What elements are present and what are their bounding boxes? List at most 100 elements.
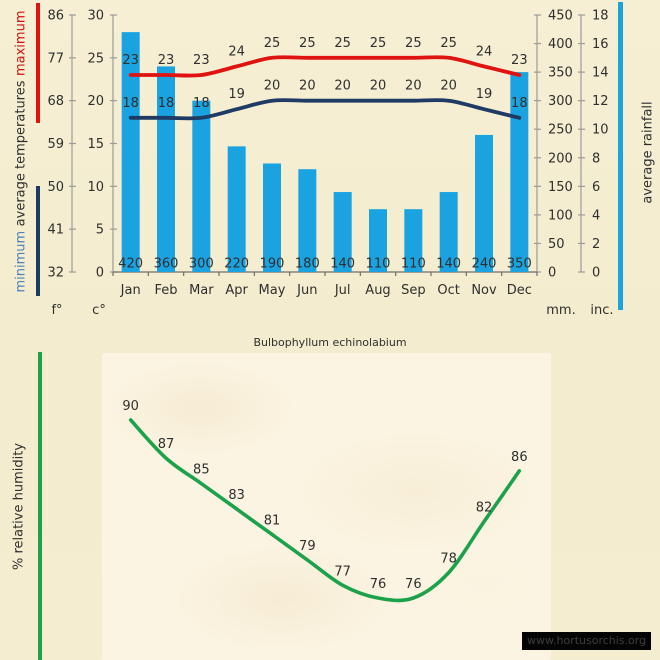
humidity-value-label: 86 — [511, 450, 528, 465]
humidity-value-label: 82 — [476, 501, 493, 516]
maximum-label: maximum — [13, 10, 29, 77]
month-label: Sep — [401, 283, 426, 298]
rainfall-bar — [263, 163, 281, 272]
minimum-color-key-line — [36, 186, 40, 296]
max-temperature-value-label: 25 — [440, 36, 457, 51]
fahrenheit-axis-tick-label: 50 — [47, 180, 64, 195]
month-label: May — [259, 283, 286, 298]
mm-axis-tick-label: 250 — [548, 123, 573, 138]
min-temperature-value-label: 20 — [334, 79, 351, 94]
humidity-value-label: 90 — [122, 399, 139, 414]
rainfall-value-label: 140 — [330, 257, 355, 272]
humidity-value-label: 83 — [228, 488, 245, 503]
celsius-axis-tick-label: 30 — [87, 9, 104, 24]
inches-axis-tick-label: 4 — [592, 208, 600, 223]
fahrenheit-axis-tick-label: 59 — [47, 137, 64, 152]
max-temperature-value-label: 23 — [511, 53, 528, 68]
min-temperature-value-label: 20 — [299, 79, 316, 94]
rainfall-axis-title: average rainfall — [640, 101, 656, 204]
rainfall-color-key-line — [618, 2, 623, 310]
rainfall-value-label: 110 — [401, 257, 426, 272]
temperature-axis-title: minimum average temperatures maximum — [13, 11, 30, 293]
rainfall-value-label: 300 — [189, 257, 214, 272]
rainfall-value-label: 190 — [260, 257, 285, 272]
humidity-value-label: 85 — [193, 463, 210, 478]
month-label: Aug — [365, 283, 390, 298]
fahrenheit-axis-tick-label: 41 — [47, 223, 64, 238]
rainfall-bar — [227, 146, 246, 272]
min-temperature-value-label: 20 — [440, 79, 457, 94]
min-temperature-line — [128, 98, 522, 121]
min-temperature-value-label: 19 — [476, 87, 493, 102]
month-label: Oct — [437, 283, 459, 298]
min-temperature-value-label: 20 — [405, 79, 422, 94]
humidity-value-label: 76 — [370, 577, 387, 592]
month-label: Apr — [225, 283, 248, 298]
fahrenheit-axis-tick-label: 77 — [47, 51, 64, 66]
celsius-axis-tick-label: 5 — [96, 223, 104, 238]
rainfall-value-label: 360 — [154, 257, 179, 272]
max-temperature-line — [128, 55, 522, 78]
rainfall-value-label: 240 — [472, 257, 497, 272]
rainfall-value-label: 350 — [507, 257, 532, 272]
humidity-panel — [102, 353, 551, 660]
humidity-value-label: 81 — [264, 513, 281, 528]
month-label: Dec — [507, 283, 532, 298]
celsius-axis-tick-label: 0 — [96, 266, 104, 281]
mm-axis-tick-label: 100 — [548, 208, 573, 223]
humidity-axis-title: % relative humidity — [11, 442, 27, 571]
inches-axis-tick-label: 18 — [592, 9, 609, 24]
inches-axis-tick-label: 8 — [592, 151, 600, 166]
rainfall-value-label: 180 — [295, 257, 320, 272]
fahrenheit-axis-tick-label: 32 — [47, 266, 64, 281]
max-temperature-value-label: 24 — [228, 44, 245, 59]
mm-axis-tick-label: 150 — [548, 180, 573, 195]
mm-axis-tick-label: 0 — [548, 266, 556, 281]
month-label: Nov — [471, 283, 497, 298]
rainfall-value-label: 110 — [366, 257, 391, 272]
max-temperature-value-label: 23 — [193, 53, 210, 68]
celsius-axis-tick-label: 15 — [87, 137, 104, 152]
max-temperature-value-label: 23 — [122, 53, 139, 68]
rainfall-bar — [369, 209, 387, 272]
mm-axis-tick-label: 450 — [548, 9, 573, 24]
min-temperature-value-label: 18 — [158, 96, 175, 111]
fahrenheit-axis-tick-label: 86 — [47, 9, 64, 24]
rainfall-bar — [439, 192, 458, 272]
rainfall-bar — [510, 72, 529, 272]
rainfall-bar — [475, 134, 493, 272]
inches-unit-label: inc. — [590, 303, 614, 318]
mm-axis-tick-label: 50 — [548, 237, 565, 252]
inches-axis-tick-label: 6 — [592, 180, 600, 195]
chart-title: Bulbophyllum echinolabium — [253, 336, 407, 349]
max-temperature-value-label: 25 — [405, 36, 422, 51]
month-label: Jan — [120, 283, 141, 298]
month-label: Jul — [334, 283, 351, 298]
rainfall-value-label: 220 — [224, 257, 249, 272]
rainfall-bar — [192, 100, 211, 273]
celsius-axis-tick-label: 25 — [87, 51, 104, 66]
min-temperature-value-label: 18 — [511, 96, 528, 111]
inches-axis-tick-label: 12 — [592, 94, 609, 109]
inches-axis-tick-label: 14 — [592, 66, 609, 81]
maximum-color-key-line — [36, 3, 40, 123]
humidity-value-label: 78 — [440, 552, 457, 567]
rainfall-value-label: 140 — [436, 257, 461, 272]
rainfall-bar — [298, 169, 317, 272]
month-label: Mar — [189, 283, 214, 298]
rainfall-value-label: 420 — [118, 257, 143, 272]
humidity-line — [128, 418, 522, 603]
millimeters-unit-label: mm. — [546, 303, 576, 318]
rainfall-bar — [121, 32, 140, 273]
fahrenheit-axis-tick-label: 68 — [47, 94, 64, 109]
watermark: www.hortusorchis.org — [522, 632, 652, 650]
minimum-label: minimum — [13, 230, 29, 293]
celsius-unit-label: c° — [92, 303, 106, 318]
max-temperature-value-label: 23 — [158, 53, 175, 68]
mm-axis-tick-label: 300 — [548, 94, 573, 109]
celsius-axis-tick-label: 10 — [87, 180, 104, 195]
inches-axis-tick-label: 16 — [592, 37, 609, 52]
min-temperature-value-label: 20 — [370, 79, 387, 94]
average-temperatures-label: average temperatures — [13, 80, 29, 227]
